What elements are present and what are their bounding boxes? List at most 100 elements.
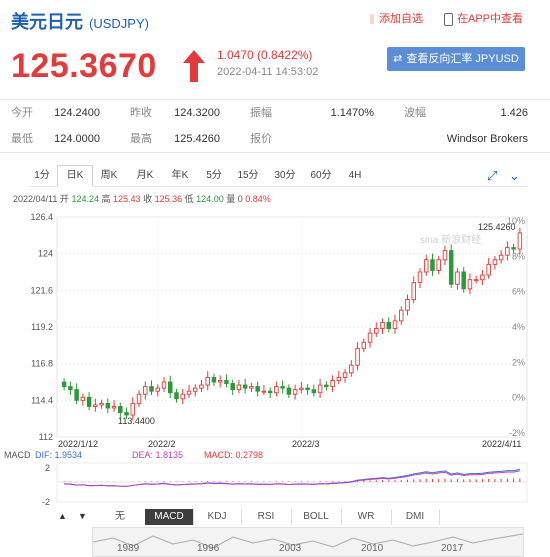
candle-body (498, 254, 504, 261)
ohlc-open-label: 开 (59, 194, 69, 204)
reverse-rate-button[interactable]: ⇄ 查看反向汇率 JPYUSD (387, 47, 525, 71)
stat-label-amplitude: 振幅 (250, 107, 272, 119)
stat-label-prev-close: 昨收 (130, 107, 152, 119)
fullscreen-icon[interactable]: ⤢ (487, 168, 498, 183)
candle-body (255, 386, 260, 392)
indicator-wr[interactable]: WR (341, 509, 392, 525)
macd-dif-line (64, 468, 520, 487)
x-tick-label: 2022/3 (292, 439, 320, 449)
candle-body (430, 259, 435, 271)
indicator-macd[interactable]: MACD (145, 509, 194, 525)
favorite-icon (370, 14, 374, 25)
tab-4h[interactable]: 4H (348, 170, 362, 181)
add-favorite-button[interactable]: 添加自选 (370, 10, 423, 26)
y-tick-label: 116.8 (31, 359, 53, 369)
pair-code: (USDJPY) (89, 16, 149, 31)
pair-name: 美元日元 (11, 12, 83, 32)
open-app-button[interactable]: 在APP中查看 (444, 10, 523, 26)
candle-body (236, 384, 242, 391)
pct-tick-label: 0% (512, 393, 525, 403)
candle-body (311, 389, 317, 394)
stat-value-amplitude: 1.1470% (330, 107, 374, 119)
pct-tick-label: 10% (507, 216, 525, 226)
ohlc-high: 125.43 (113, 194, 141, 204)
indicator-tabs: 无 MACD KDJ RSI BOLL WR DMI (45, 509, 517, 525)
phone-icon (444, 12, 453, 26)
min-price-label: 113.4400 (118, 416, 155, 426)
period-tabs: 1分 日K 周K 月K 年K 5分 15分 30分 60分 4H ⤢ ⌄ (29, 165, 527, 187)
tab-daily-k[interactable]: 日K (57, 165, 93, 187)
candle-body (442, 250, 448, 261)
candle-body (192, 387, 198, 392)
scroll-left-icon[interactable]: ▲ (58, 511, 67, 521)
candle-body (473, 279, 479, 282)
add-favorite-label: 添加自选 (379, 13, 423, 25)
tab-5min[interactable]: 5分 (206, 170, 222, 181)
quote-row: 125.3670 1.0470 (0.8422%) 2022-04-11 14:… (0, 40, 550, 95)
chevron-down-icon[interactable]: ⌄ (509, 168, 520, 183)
candle-body (299, 387, 304, 391)
candle-body (168, 381, 173, 394)
candle-body (336, 376, 342, 381)
swap-icon: ⇄ (393, 53, 403, 65)
candle-body (317, 384, 323, 394)
pct-tick-label: 8% (512, 251, 525, 261)
open-app-label: 在APP中查看 (457, 13, 524, 25)
tab-15min[interactable]: 15分 (237, 170, 259, 181)
candle-body (205, 376, 210, 386)
chart-grid (56, 216, 528, 438)
tab-yearly-k[interactable]: 年K (171, 170, 189, 181)
candle-body (455, 271, 460, 285)
candle-body (161, 381, 167, 389)
indicator-boll[interactable]: BOLL (291, 509, 342, 525)
stats-table: 今开 124.2400 昨收 124.3200 振幅 1.1470% 波幅 1.… (0, 99, 550, 153)
candle-body (386, 321, 392, 329)
ohlc-readout: 2022/04/11 开 124.24 高 125.43 收 125.36 低 … (13, 192, 271, 205)
ohlc-open: 124.24 (71, 194, 99, 204)
candle-body (324, 384, 329, 388)
tab-weekly-k[interactable]: 周K (100, 170, 118, 181)
indicator-dmi[interactable]: DMI (391, 509, 440, 525)
candle-body (342, 372, 348, 378)
candle-body (436, 259, 441, 271)
timeline-scrubber[interactable]: 1989 1996 2003 2010 2017 (92, 527, 524, 557)
x-tick-label: 2022/1/12 (58, 439, 98, 449)
y-tick-label: 114.4 (31, 395, 53, 405)
scroll-right-icon[interactable]: ▼ (78, 511, 87, 521)
tab-60min[interactable]: 60分 (310, 170, 332, 181)
tab-30min[interactable]: 30分 (274, 170, 296, 181)
ohlc-vol-label: 量 (226, 194, 236, 204)
y-tick-label: 124 (38, 249, 53, 259)
candle-body (261, 390, 267, 393)
y-axis: 126.4 124 121.6 119.2 116.8 114.4 112 (30, 212, 53, 442)
x-tick-label: 2022/4/11 (482, 439, 521, 449)
candle-body (411, 282, 416, 300)
stat-label-low: 最低 (11, 133, 33, 145)
price-change: 1.0470 (0.8422%) (217, 48, 313, 62)
candle-body (80, 396, 86, 401)
ohlc-date: 2022/04/11 (13, 194, 58, 204)
pct-tick-label: 6% (512, 287, 525, 297)
stat-label-high: 最高 (130, 133, 152, 145)
y-tick-label: 112 (39, 432, 53, 442)
macd-ytick-2: 2 (45, 463, 50, 473)
timeline-year-1989: 1989 (117, 543, 140, 554)
stat-value-high: 125.4260 (174, 133, 220, 145)
y-tick-label: 121.6 (30, 285, 53, 295)
ohlc-vol: 0 (237, 194, 243, 204)
page-title: 美元日元 (USDJPY) (11, 8, 149, 34)
ohlc-close-label: 收 (143, 194, 153, 204)
stat-label-range: 波幅 (404, 107, 426, 119)
indicator-kdj[interactable]: KDJ (193, 509, 242, 525)
indicator-none[interactable]: 无 (95, 509, 146, 525)
stat-label-open: 今开 (11, 107, 33, 119)
tab-1min[interactable]: 1分 (34, 170, 50, 181)
chart-watermark: sina 新浪财经 (420, 233, 481, 246)
pct-tick-label: 4% (512, 322, 525, 332)
tab-monthly-k[interactable]: 月K (136, 170, 154, 181)
candlestick-chart[interactable]: sina 新浪财经 126.4 124 121.6 119.2 116.8 114.4 11… (0, 205, 550, 505)
indicator-rsi[interactable]: RSI (241, 509, 292, 525)
candle-body (217, 380, 223, 383)
candle-body (111, 405, 117, 409)
candle-body (99, 402, 104, 406)
